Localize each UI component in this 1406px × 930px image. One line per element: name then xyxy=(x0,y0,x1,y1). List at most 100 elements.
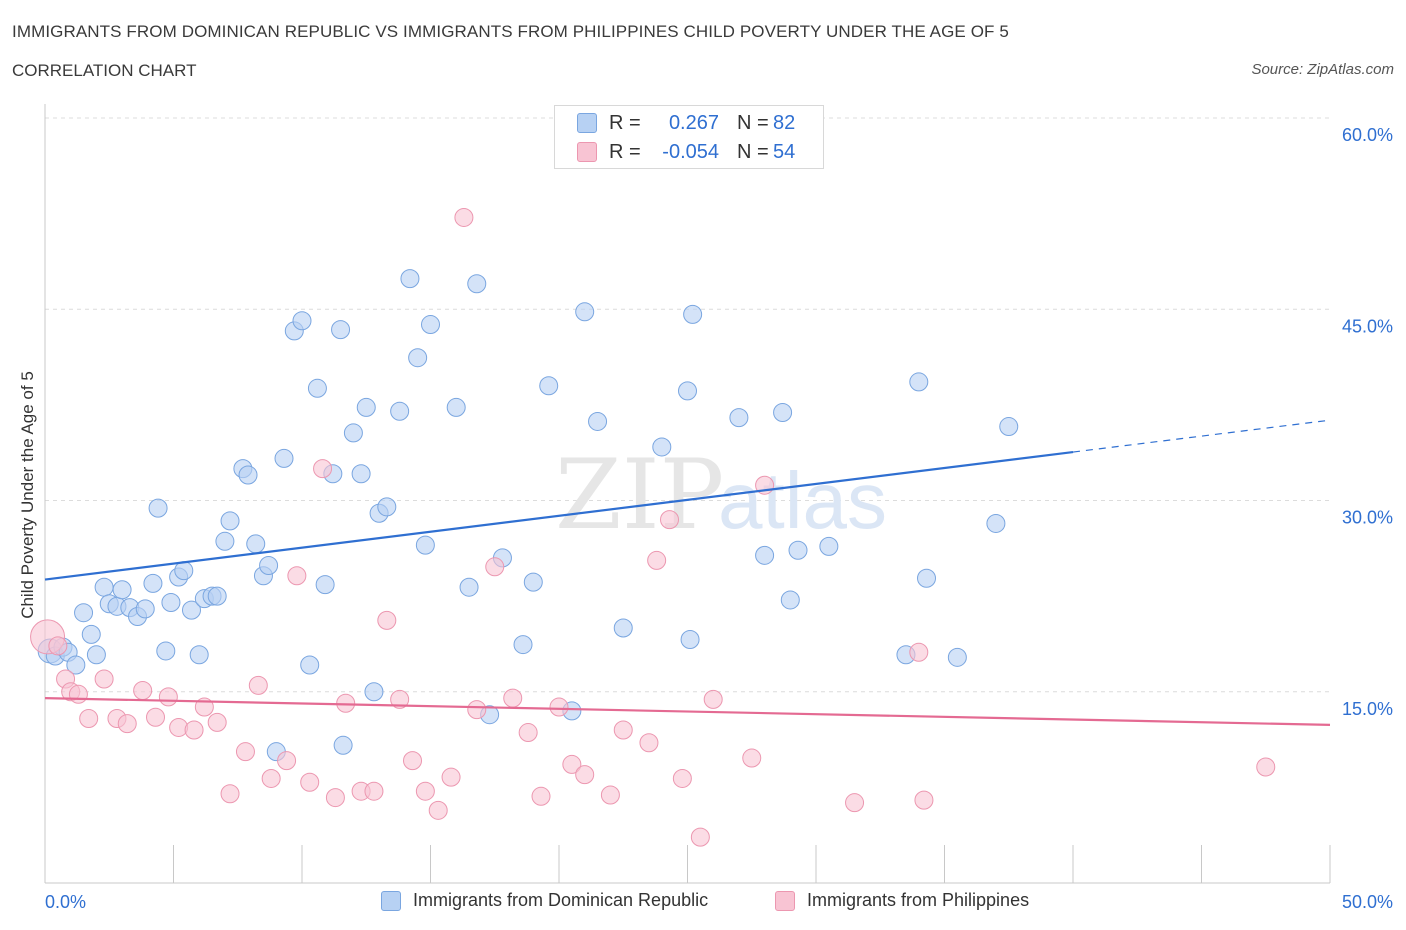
data-point xyxy=(652,437,672,457)
data-point xyxy=(148,498,168,518)
series-philippines-points xyxy=(30,207,1276,847)
data-point xyxy=(377,610,397,630)
data-point xyxy=(467,700,487,720)
watermark: ZIP atlas xyxy=(555,439,887,551)
data-point xyxy=(48,636,68,656)
data-point xyxy=(523,572,543,592)
data-point xyxy=(235,742,255,762)
chart-title: IMMIGRANTS FROM DOMINICAN REPUBLIC VS IM… xyxy=(12,22,1009,41)
data-point xyxy=(333,735,353,755)
data-point xyxy=(364,682,384,702)
legend-n-value: 54 xyxy=(773,140,796,163)
data-point xyxy=(66,655,86,675)
legend-row-dominican: R = 0.267 N = 82 xyxy=(577,110,795,136)
legend-r-value: -0.054 xyxy=(662,140,719,163)
data-point xyxy=(917,568,937,588)
legend-row-philippines: R = -0.054 N = 54 xyxy=(577,139,795,165)
data-point xyxy=(421,315,440,335)
data-point xyxy=(403,751,423,771)
data-point xyxy=(678,381,697,401)
data-point xyxy=(238,465,258,485)
y-tick-label: 30.0% xyxy=(1342,508,1393,528)
data-point xyxy=(914,790,934,810)
data-point xyxy=(513,635,533,655)
bottom-legend-dominican: Immigrants from Dominican Republic xyxy=(381,890,708,911)
x-tick-label: 50.0% xyxy=(1342,892,1393,912)
bottom-legend-philippines: Immigrants from Philippines xyxy=(775,890,1029,911)
data-point xyxy=(446,397,466,417)
data-point xyxy=(415,781,435,801)
data-point xyxy=(518,723,538,743)
data-point xyxy=(158,687,178,707)
data-point xyxy=(788,540,808,560)
trend-line-dominican xyxy=(44,450,1074,581)
data-point xyxy=(274,448,294,468)
data-point xyxy=(207,712,227,732)
data-point xyxy=(613,720,633,740)
legend-swatch-dominican xyxy=(577,113,597,133)
legend-swatch-philippines xyxy=(577,142,597,162)
data-point xyxy=(135,599,155,619)
data-point xyxy=(315,575,335,595)
data-point xyxy=(74,603,94,623)
bottom-legend-swatch-philippines xyxy=(775,890,795,911)
data-point xyxy=(189,645,209,665)
grid-lines xyxy=(45,117,1330,693)
data-point xyxy=(390,401,410,421)
watermark-atlas: atlas xyxy=(718,456,887,545)
data-point xyxy=(531,786,551,806)
data-point xyxy=(909,642,929,662)
data-point xyxy=(441,767,461,787)
data-point xyxy=(485,557,505,577)
data-point xyxy=(539,376,559,396)
data-point xyxy=(300,772,320,792)
trend-lines xyxy=(44,419,1331,726)
data-point xyxy=(287,566,307,586)
data-point xyxy=(343,423,363,443)
data-point xyxy=(117,714,137,734)
x-tick-label: 0.0% xyxy=(45,892,86,912)
y-tick-label: 15.0% xyxy=(1342,699,1393,719)
data-point xyxy=(68,684,88,704)
data-point xyxy=(313,459,333,479)
axes xyxy=(44,104,1331,884)
legend-r-label: R = xyxy=(609,111,641,134)
data-point xyxy=(683,304,703,324)
data-point xyxy=(94,577,114,597)
data-point xyxy=(259,556,279,576)
data-point xyxy=(248,675,268,695)
data-point xyxy=(467,274,487,294)
data-point xyxy=(174,561,194,581)
y-axis-title: Child Poverty Under the Age of 5 xyxy=(18,371,37,619)
data-point xyxy=(325,788,345,808)
data-point xyxy=(307,378,327,398)
data-point xyxy=(94,669,114,689)
data-point xyxy=(909,372,929,392)
data-point xyxy=(184,720,204,740)
data-point xyxy=(331,320,351,340)
data-point xyxy=(292,311,312,331)
data-point xyxy=(819,536,839,556)
data-point xyxy=(575,302,595,322)
data-point xyxy=(364,781,384,801)
data-point xyxy=(220,511,240,531)
data-point xyxy=(680,629,700,649)
data-point xyxy=(672,768,692,788)
data-point xyxy=(181,600,201,620)
series-dominican-points xyxy=(37,269,1019,762)
data-point xyxy=(660,510,680,530)
data-point xyxy=(780,590,800,610)
data-point xyxy=(845,793,865,813)
data-point xyxy=(454,207,474,227)
data-point xyxy=(351,464,371,484)
data-point xyxy=(755,545,775,565)
data-point xyxy=(161,593,181,612)
data-point xyxy=(81,624,101,644)
data-point xyxy=(600,785,620,805)
trend-line-philippines xyxy=(44,697,1331,726)
data-point xyxy=(112,580,132,600)
data-point xyxy=(133,680,153,700)
data-point xyxy=(261,768,281,788)
data-point xyxy=(356,397,376,417)
